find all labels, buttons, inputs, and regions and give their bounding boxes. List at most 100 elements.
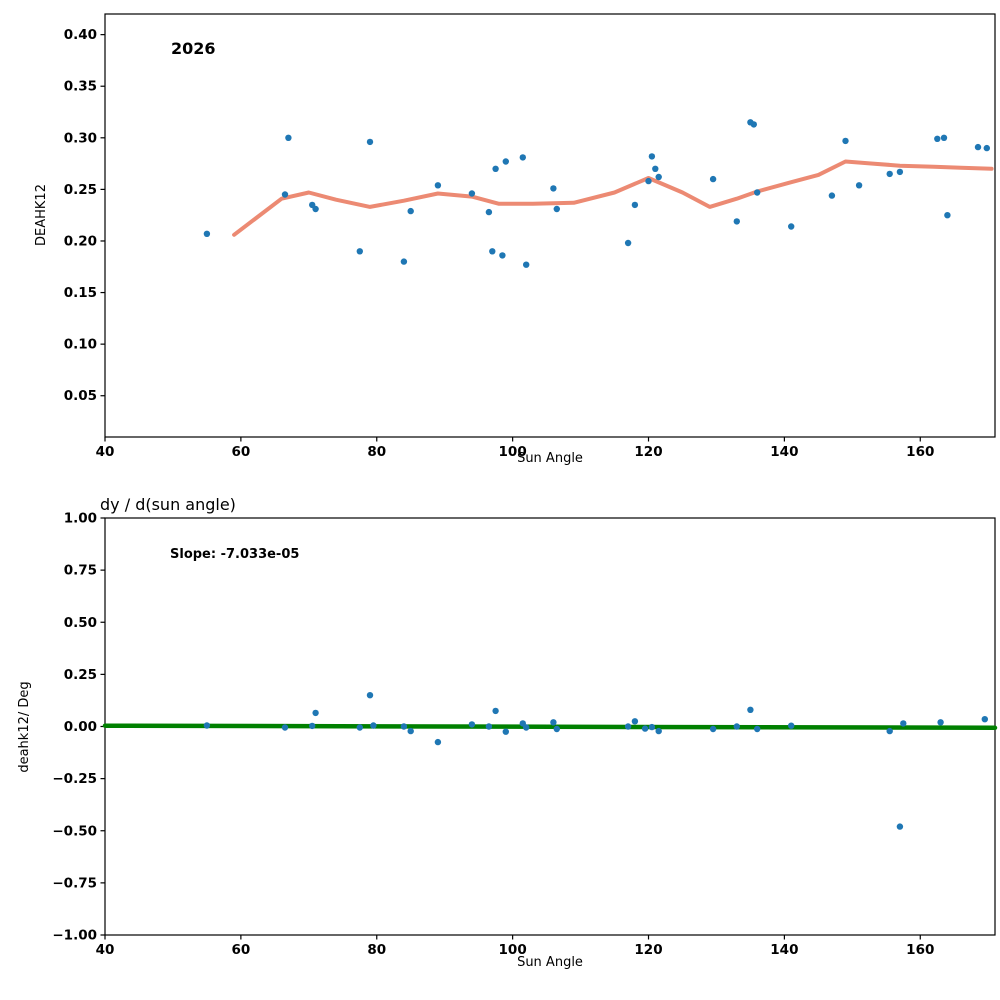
x-tick-label: 40: [96, 444, 115, 460]
data-point: [468, 721, 476, 728]
data-point: [485, 208, 493, 216]
data-point: [937, 719, 944, 726]
data-point: [631, 718, 639, 725]
data-point: [709, 175, 717, 183]
data-point: [896, 823, 904, 830]
y-tick-label: 0.40: [64, 27, 97, 43]
data-point: [519, 154, 526, 161]
data-point: [886, 170, 893, 178]
y-tick-label: 0.15: [64, 285, 97, 301]
y-tick-label: −1.00: [52, 928, 97, 944]
bottom-chart-title: dy / d(sun angle): [100, 495, 236, 514]
data-point: [468, 190, 476, 197]
y-tick-label: 0.20: [64, 233, 97, 249]
data-point: [655, 173, 662, 181]
x-tick-label: 160: [906, 942, 934, 958]
data-point: [523, 261, 530, 268]
data-point: [750, 121, 757, 128]
top-chart: 40 60 80 100 120 140 160 0.05 0.10 0.15 0.20 0.25 0.…: [0, 0, 1000, 478]
data-point: [828, 192, 836, 199]
data-point: [553, 725, 560, 733]
data-point: [788, 223, 795, 230]
data-point: [648, 153, 656, 160]
x-tick-label: 100: [499, 444, 527, 460]
data-point: [896, 168, 904, 176]
x-tick-label: 60: [231, 942, 250, 958]
data-point: [886, 727, 893, 735]
data-point: [203, 230, 211, 237]
data-point: [944, 212, 951, 219]
data-point: [648, 723, 656, 731]
data-point: [502, 728, 509, 735]
data-point: [356, 248, 363, 255]
data-point: [733, 218, 740, 225]
data-point: [624, 239, 632, 247]
data-point: [934, 135, 941, 142]
top-x-axis-label: Sun Angle: [517, 451, 583, 466]
x-tick-label: 60: [231, 444, 250, 460]
data-point: [203, 722, 211, 729]
data-point: [974, 143, 982, 151]
slope-fit-line: [102, 723, 998, 731]
data-point: [400, 723, 408, 730]
x-tick-label: 140: [770, 942, 798, 958]
bottom-x-axis-label: Sun Angle: [517, 955, 583, 970]
bottom-y-axis-label: deahk12/ Deg: [16, 681, 32, 773]
data-point: [366, 692, 374, 699]
x-tick-label: 120: [634, 942, 662, 958]
slope-annotation: Slope: -7.033e-05: [170, 547, 300, 562]
data-point: [407, 207, 414, 215]
x-tick-label: 40: [96, 942, 115, 958]
data-point: [400, 258, 408, 265]
data-point: [652, 165, 659, 172]
y-tick-label: 0.50: [64, 615, 97, 631]
x-tick-label: 140: [770, 444, 798, 460]
data-point: [655, 727, 662, 735]
top-chart-canvas: 40 60 80 100 120 140 160 0.05 0.10 0.15 0.20 0.25 0.…: [64, 13, 996, 460]
x-tick-label: 100: [499, 942, 527, 958]
y-tick-label: 0.30: [64, 130, 97, 146]
x-tick-label: 80: [367, 942, 386, 958]
x-tick-label: 120: [634, 444, 662, 460]
y-tick-label: 0.25: [64, 667, 97, 683]
data-point: [754, 725, 761, 733]
data-point: [983, 144, 990, 152]
data-point: [550, 719, 557, 726]
data-point: [356, 724, 363, 731]
data-point: [281, 191, 289, 198]
data-point: [981, 716, 988, 723]
data-point: [645, 177, 652, 185]
x-tick-label: 160: [906, 444, 934, 460]
y-tick-label: −0.50: [52, 823, 97, 839]
y-tick-label: 0.10: [64, 337, 97, 353]
data-point: [842, 137, 849, 145]
bottom-chart: 40 60 80 100 120 140 160 −1.00 −0.75 −0.50 −0.25 0.…: [0, 478, 1000, 1000]
data-point: [900, 720, 907, 727]
data-point: [553, 205, 560, 213]
data-point: [499, 252, 506, 259]
data-point: [485, 723, 493, 730]
data-point: [641, 725, 649, 732]
y-tick-label: 1.00: [64, 511, 97, 527]
data-point: [434, 738, 442, 746]
data-point: [407, 727, 414, 735]
y-tick-label: 0.00: [64, 719, 97, 735]
data-point: [492, 707, 499, 715]
data-point: [312, 709, 319, 717]
data-point: [312, 205, 319, 213]
y-tick-label: 0.35: [64, 79, 97, 95]
x-tick-label: 80: [367, 444, 386, 460]
bottom-chart-canvas: 40 60 80 100 120 140 160 −1.00 −0.75 −0.50 −0.25 0.…: [52, 511, 998, 958]
data-point: [492, 165, 499, 172]
data-point: [370, 722, 377, 729]
y-tick-label: −0.25: [52, 771, 97, 787]
plot-frame: [104, 13, 996, 438]
data-point: [366, 138, 374, 146]
data-point: [709, 725, 717, 733]
data-point: [434, 182, 442, 189]
data-point: [754, 189, 761, 196]
data-point: [550, 185, 557, 192]
year-annotation: 2026: [171, 39, 216, 58]
data-point: [523, 724, 530, 731]
